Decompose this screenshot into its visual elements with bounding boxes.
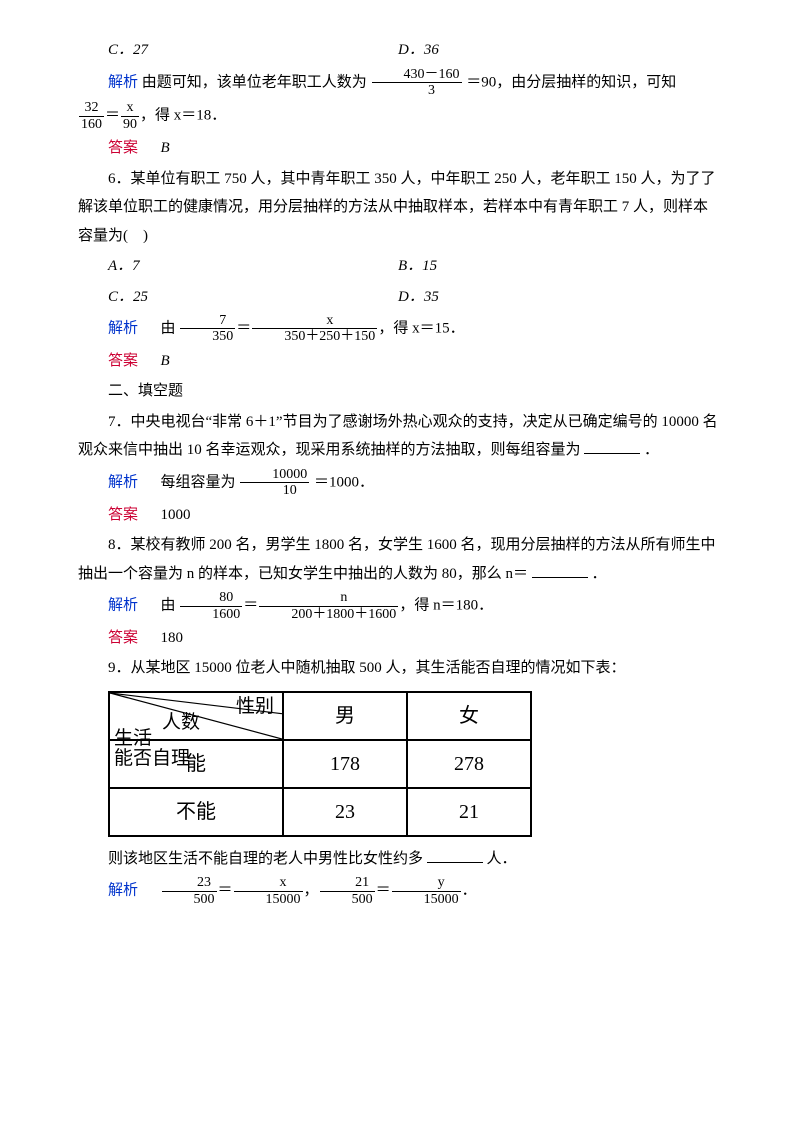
- diag-bot2: 能否自理: [114, 749, 190, 768]
- q6-options-ab: A．7 B．15: [108, 252, 722, 281]
- answer-label: 答案: [108, 140, 138, 156]
- answer-label: 答案: [108, 507, 138, 523]
- q9-stem: 9．从某地区 15000 位老人中随机抽取 500 人，其生活能否自理的情况如下…: [78, 654, 722, 683]
- analysis-label: 解析: [108, 597, 138, 613]
- cell: 178: [283, 740, 407, 788]
- text: ＝1000．: [314, 474, 374, 490]
- section-2-title: 二、填空题: [78, 377, 722, 406]
- fraction: 430－160 3: [372, 67, 462, 99]
- diag-top: 性别: [236, 697, 274, 716]
- diag-mid: 人数: [162, 713, 200, 732]
- q6-opt-d: D．35: [398, 283, 439, 312]
- eq: ＝: [218, 883, 233, 899]
- text: 则该地区生活不能自理的老人中男性比女性约多: [108, 851, 423, 867]
- q6-answer: 答案 B: [78, 347, 722, 376]
- answer-value: 180: [161, 630, 184, 646]
- q6-options-cd: C．25 D．35: [108, 283, 722, 312]
- q5-answer: 答案 B: [78, 134, 722, 163]
- fraction: 23 500: [162, 875, 217, 907]
- blank: [427, 848, 483, 863]
- answer-value: B: [161, 140, 170, 156]
- q7-stem: 7．中央电视台“非常 6＋1”节目为了感谢场外热心观众的支持，决定从已确定编号的…: [78, 408, 722, 465]
- text: ＝90，由分层抽样的知识，可知: [466, 74, 676, 90]
- q7-answer: 答案 1000: [78, 501, 722, 530]
- text: 由题可知，该单位老年职工人数为: [142, 74, 371, 90]
- analysis-label: 解析: [108, 320, 138, 336]
- end: ．: [462, 883, 477, 899]
- eq: ＝: [376, 883, 391, 899]
- table-row: 不能 23 21: [109, 788, 531, 836]
- text: ，得 x＝15．: [378, 320, 464, 336]
- fraction: x 350＋250＋150: [252, 313, 377, 345]
- eq: ＝: [236, 320, 251, 336]
- table-row: 性别 人数 生活 能否自理 男 女: [109, 692, 531, 740]
- q7-analysis: 解析 每组容量为 10000 10 ＝1000．: [78, 467, 722, 499]
- text: 由: [161, 597, 176, 613]
- q6-stem: 6．某单位有职工 750 人，其中青年职工 350 人，中年职工 250 人，老…: [78, 165, 722, 251]
- text: ．: [644, 442, 659, 458]
- q5-opt-c: C．27: [108, 36, 398, 65]
- fraction: n 200＋1800＋1600: [259, 590, 398, 622]
- fraction: 21 500: [320, 875, 375, 907]
- answer-label: 答案: [108, 353, 138, 369]
- q8-stem: 8．某校有教师 200 名，男学生 1800 名，女学生 1600 名，现用分层…: [78, 531, 722, 588]
- q6-opt-a: A．7: [108, 252, 398, 281]
- q8-analysis: 解析 由 80 1600 ＝ n 200＋1800＋1600 ，得 n＝180．: [78, 590, 722, 622]
- sep: ，: [304, 883, 319, 899]
- diagonal-header-cell: 性别 人数 生活 能否自理: [109, 692, 283, 740]
- text: 人．: [487, 851, 517, 867]
- text: 由: [161, 320, 176, 336]
- q6-analysis: 解析 由 7 350 ＝ x 350＋250＋150 ，得 x＝15．: [78, 313, 722, 345]
- q5-opt-d: D．36: [398, 36, 439, 65]
- fraction: x 15000: [234, 875, 303, 907]
- q5-options-cd: C．27 D．36: [108, 36, 722, 65]
- diag-bot1: 生活: [114, 729, 152, 748]
- analysis-label: 解析: [108, 74, 138, 90]
- q8-answer: 答案 180: [78, 624, 722, 653]
- analysis-label: 解析: [108, 474, 138, 490]
- q6-opt-b: B．15: [398, 252, 437, 281]
- answer-value: 1000: [161, 507, 191, 523]
- q5-analysis: 解析 由题可知，该单位老年职工人数为 430－160 3 ＝90，由分层抽样的知…: [78, 67, 722, 99]
- fraction: x 90: [121, 100, 139, 132]
- eq: ＝: [243, 597, 258, 613]
- fraction: 32 160: [79, 100, 104, 132]
- analysis-label: 解析: [108, 883, 138, 899]
- text: 8．某校有教师 200 名，男学生 1800 名，女学生 1600 名，现用分层…: [78, 537, 716, 582]
- page: C．27 D．36 解析 由题可知，该单位老年职工人数为 430－160 3 ＝…: [0, 0, 800, 943]
- q9-post: 则该地区生活不能自理的老人中男性比女性约多 人．: [78, 845, 722, 874]
- text: ，得 x＝18．: [140, 108, 226, 124]
- blank: [584, 440, 640, 455]
- text: ，得 n＝180．: [399, 597, 493, 613]
- text: 每组容量为: [161, 474, 240, 490]
- answer-value: B: [161, 353, 170, 369]
- q5-analysis-line2: 32 160 ＝ x 90 ，得 x＝18．: [78, 100, 722, 132]
- fraction: y 15000: [392, 875, 461, 907]
- q9-analysis: 解析 23 500 ＝ x 15000 ， 21 500 ＝ y 15000 ．: [78, 875, 722, 907]
- fraction: 7 350: [180, 313, 235, 345]
- q6-opt-c: C．25: [108, 283, 398, 312]
- cell: 21: [407, 788, 531, 836]
- row-no: 不能: [109, 788, 283, 836]
- answer-label: 答案: [108, 630, 138, 646]
- cell: 278: [407, 740, 531, 788]
- text: ．: [592, 566, 607, 582]
- fraction: 80 1600: [180, 590, 242, 622]
- col-female: 女: [407, 692, 531, 740]
- col-male: 男: [283, 692, 407, 740]
- blank: [532, 563, 588, 578]
- fraction: 10000 10: [240, 467, 309, 499]
- q9-table: 性别 人数 生活 能否自理 男 女 能 178 278 不能 23 21: [108, 691, 532, 837]
- eq: ＝: [105, 108, 120, 124]
- cell: 23: [283, 788, 407, 836]
